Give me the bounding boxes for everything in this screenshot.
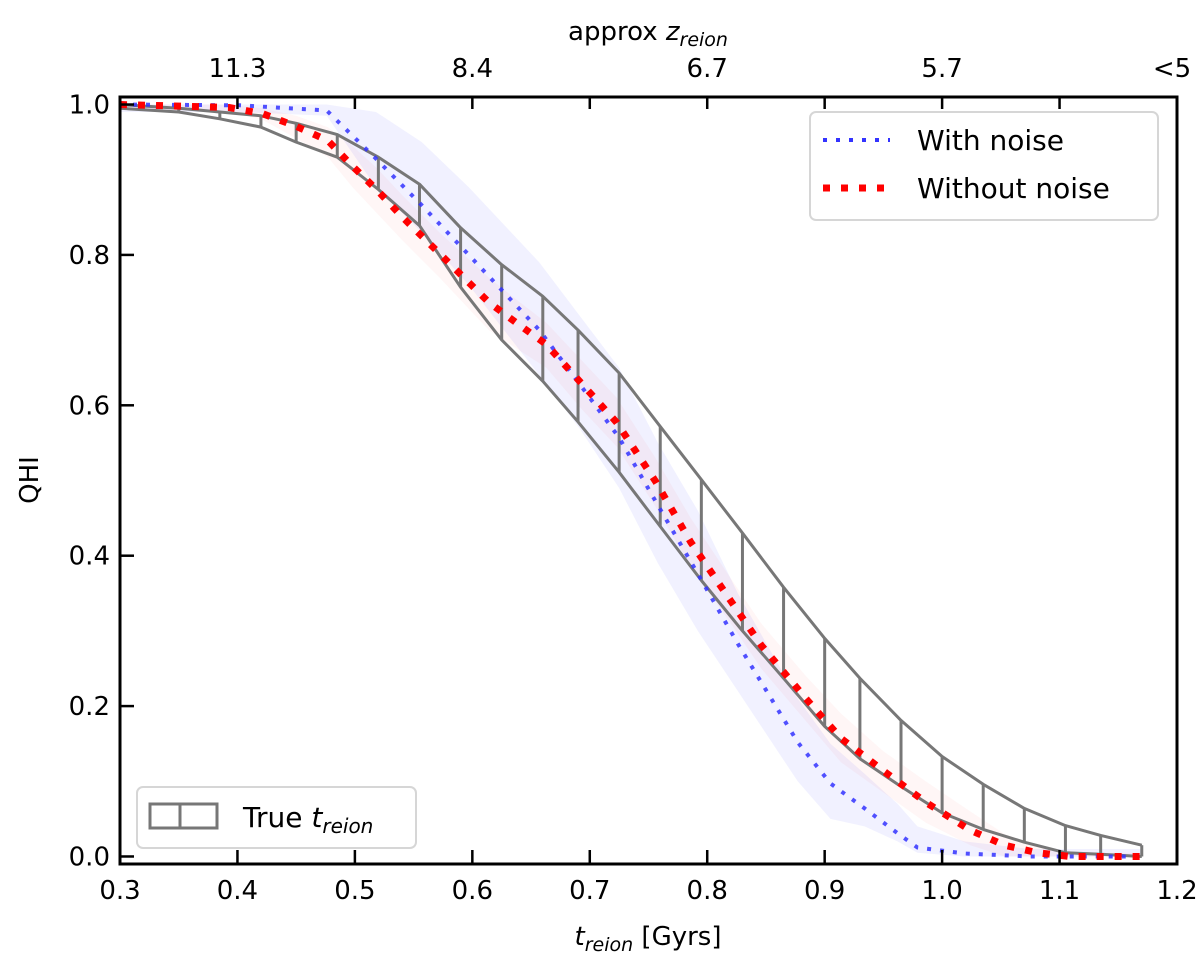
band-with-noise [120,104,1142,857]
top-tick-label: 5.7 [921,54,962,84]
legend-swatch-true-treion [148,802,219,830]
series-line-without-noise [119,101,1141,860]
x-tick-label: 0.7 [569,876,610,906]
y-tick-label: 0.4 [69,542,110,572]
x-tick-label: 1.0 [921,876,962,906]
x-tick-label: 0.9 [804,876,845,906]
x-tick-label: 0.6 [452,876,493,906]
x-tick-label: 1.2 [1156,876,1197,906]
x-axis-label: treion [Gyrs] [575,922,722,956]
x-tick-label: 0.5 [334,876,375,906]
y-axis-label: QHI [15,456,45,504]
top-axis-label: approx zreion [568,17,728,51]
y-tick-label: 0.2 [69,692,110,722]
true-band-upper [119,103,1143,847]
x-tick-label: 0.8 [687,876,728,906]
plot-frame [118,95,1179,866]
top-tick-label: <5 [1153,54,1191,84]
legend-true: True treion [136,786,417,849]
legend-label-true-treion: True treion [242,801,373,838]
legend-box [136,786,417,849]
uncertainty-bands [120,104,1142,857]
y-tick-label: 0.0 [69,842,110,872]
true-band-lower [119,106,1142,858]
axis-ticks: 0.3 0.4 0.5 0.6 0.7 0.8 0.9 1.0 1.1 1.2 0.0 0.2 0.4 0… [69,54,1198,906]
x-tick-label: 0.4 [217,876,258,906]
x-tick-label: 1.1 [1039,876,1080,906]
series-lines [119,101,1142,860]
legend-noise: With noise Without noise [809,111,1159,221]
y-tick-label: 0.8 [69,241,110,271]
x-tick-label: 0.3 [99,876,140,906]
top-tick-label: 6.7 [687,54,728,84]
top-tick-label: 11.3 [208,54,266,84]
true-treion-band [119,103,1144,858]
legend-label-with-noise: With noise [917,124,1064,157]
legend-label-without-noise: Without noise [917,172,1110,205]
y-tick-label: 1.0 [69,91,110,121]
y-tick-label: 0.6 [69,391,110,421]
legend-box [809,111,1159,221]
top-tick-label: 8.4 [452,54,493,84]
